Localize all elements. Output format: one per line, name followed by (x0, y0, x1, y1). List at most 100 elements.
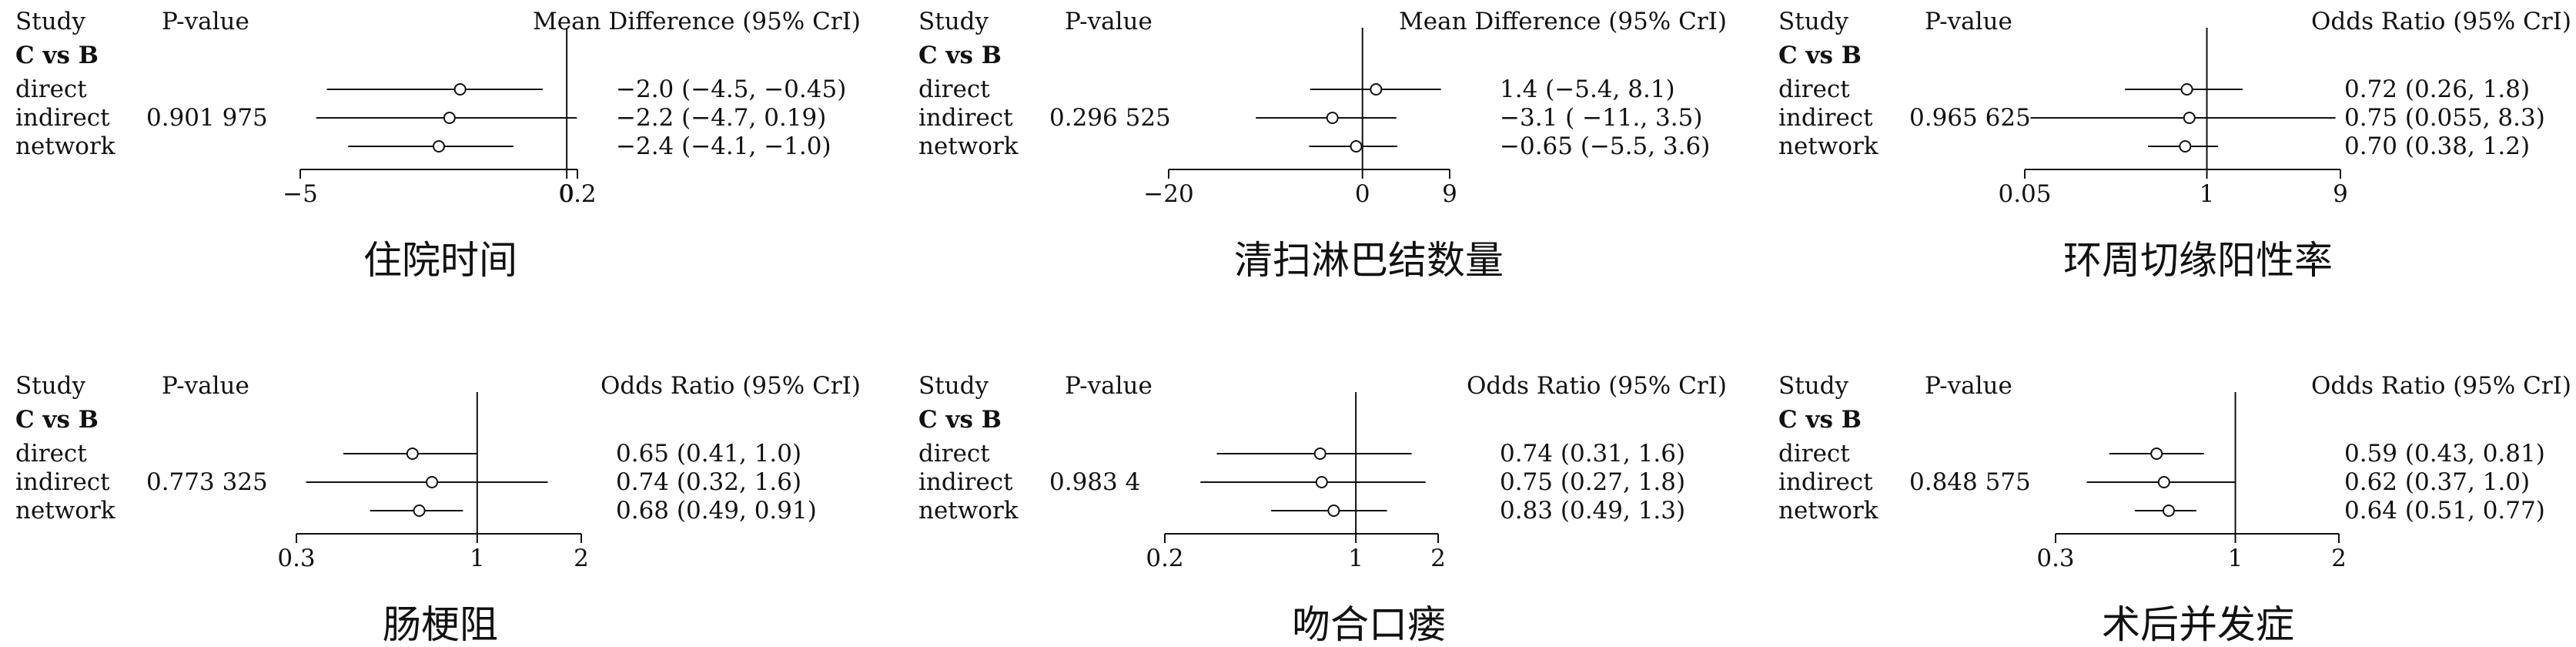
row-label-indirect: indirect (918, 468, 1013, 496)
point-estimate (2157, 476, 2170, 488)
point-estimate (1326, 112, 1339, 124)
forest-panel: Study P-value Odds Ratio (95% CrI) C vs B di… (15, 372, 861, 647)
x-tick-label: 0.2 (558, 180, 596, 208)
point-estimate (1370, 83, 1383, 96)
study-header: Study (15, 372, 86, 400)
row-label-direct: direct (15, 75, 87, 103)
point-estimate (1315, 476, 1328, 488)
comparison-label: C vs B (15, 42, 99, 69)
measure-header: Odds Ratio (95% CrI) (2311, 372, 2571, 400)
point-estimate (426, 476, 439, 488)
subplot-title: 术后并发症 (2102, 602, 2294, 647)
forest-panel: Study P-value Mean Difference (95% CrI) C v… (15, 8, 861, 283)
row-label-direct: direct (1778, 75, 1850, 103)
measure-header: Odds Ratio (95% CrI) (2311, 8, 2571, 35)
measure-header: Mean Difference (95% CrI) (533, 8, 861, 35)
ci-text: 0.68 (0.49, 0.91) (616, 497, 817, 525)
row-label-indirect: indirect (15, 468, 110, 496)
comparison-label: C vs B (15, 406, 99, 434)
point-estimate (2183, 112, 2196, 124)
comparison-label: C vs B (1778, 406, 1862, 434)
study-header: Study (1778, 8, 1849, 35)
ci-text: 0.83 (0.49, 1.3) (1500, 497, 1685, 525)
study-header: Study (15, 8, 86, 35)
point-estimate (413, 505, 426, 517)
x-tick-label: 0.2 (1146, 545, 1183, 572)
forest-panel: Study P-value Odds Ratio (95% CrI) C vs B di… (918, 372, 1727, 647)
pvalue-value: 0.901 975 (146, 104, 268, 132)
pvalue-header: P-value (1925, 8, 2012, 35)
point-estimate (433, 140, 445, 153)
x-tick-label: 0.05 (1998, 180, 2051, 208)
ci-text: −2.0 (−4.5, −0.45) (616, 75, 846, 103)
x-tick-label: 1 (1348, 545, 1363, 572)
ci-text: 0.62 (0.37, 1.0) (2344, 468, 2530, 496)
ci-text: 0.59 (0.43, 0.81) (2344, 440, 2545, 468)
x-tick-label: 2 (574, 545, 589, 572)
forest-panel: Study P-value Odds Ratio (95% CrI) C vs B di… (1778, 8, 2571, 283)
comparison-label: C vs B (918, 406, 1002, 434)
ci-text: −2.2 (−4.7, 0.19) (616, 104, 826, 132)
forest-panel: Study P-value Odds Ratio (95% CrI) C vs B di… (1778, 372, 2571, 647)
row-label-network: network (15, 132, 115, 160)
ci-text: 0.70 (0.38, 1.2) (2344, 132, 2530, 160)
ci-text: 0.64 (0.51, 0.77) (2344, 497, 2545, 525)
subplot-title: 环周切缘阳性率 (2063, 238, 2333, 283)
ci-text: −0.65 (−5.5, 3.6) (1500, 132, 1710, 160)
ci-text: −2.4 (−4.1, −1.0) (616, 132, 831, 160)
comparison-label: C vs B (918, 42, 1002, 69)
x-tick-label: 1 (470, 545, 485, 572)
ci-text: 0.72 (0.26, 1.8) (2344, 75, 2530, 103)
row-label-direct: direct (1778, 440, 1850, 468)
ci-text: −3.1 ( −11., 3.5) (1500, 104, 1702, 132)
pvalue-header: P-value (162, 8, 249, 35)
ci-text: 0.65 (0.41, 1.0) (616, 440, 801, 468)
row-label-indirect: indirect (918, 104, 1013, 132)
measure-header: Odds Ratio (95% CrI) (601, 372, 861, 400)
point-estimate (1327, 505, 1340, 517)
ci-text: 1.4 (−5.4, 8.1) (1500, 75, 1675, 103)
x-tick-label: 2 (1430, 545, 1446, 572)
pvalue-value: 0.983 4 (1049, 468, 1140, 496)
comparison-label: C vs B (1778, 42, 1862, 69)
subplot-title: 肠梗阻 (383, 602, 498, 647)
row-label-network: network (1778, 132, 1878, 160)
ci-text: 0.75 (0.27, 1.8) (1500, 468, 1685, 496)
point-estimate (1313, 448, 1326, 460)
x-tick-label: 1 (2228, 545, 2243, 572)
row-label-direct: direct (15, 440, 87, 468)
point-estimate (2180, 83, 2193, 96)
point-estimate (453, 83, 467, 96)
pvalue-header: P-value (162, 372, 249, 400)
pvalue-value: 0.296 525 (1049, 104, 1171, 132)
measure-header: Mean Difference (95% CrI) (1399, 8, 1727, 35)
x-tick-label: 0 (559, 180, 574, 208)
row-label-network: network (918, 132, 1019, 160)
row-label-direct: direct (918, 75, 990, 103)
forest-panel: Study P-value Mean Difference (95% CrI) C v… (918, 8, 1727, 283)
x-tick-label: −5 (283, 180, 318, 208)
ci-text: 0.74 (0.31, 1.6) (1500, 440, 1685, 468)
point-estimate (2162, 505, 2175, 517)
x-tick-label: 1 (2200, 180, 2215, 208)
pvalue-header: P-value (1065, 372, 1153, 400)
row-label-indirect: indirect (1778, 104, 1873, 132)
point-estimate (406, 448, 419, 460)
ci-text: 0.75 (0.055, 8.3) (2344, 104, 2545, 132)
row-label-network: network (918, 497, 1019, 525)
row-label-network: network (1778, 497, 1878, 525)
subplot-title: 吻合口瘘 (1292, 602, 1446, 647)
row-label-indirect: indirect (15, 104, 110, 132)
study-header: Study (918, 8, 989, 35)
study-header: Study (1778, 372, 1849, 400)
row-label-network: network (15, 497, 115, 525)
x-tick-label: 9 (1442, 180, 1457, 208)
study-header: Study (918, 372, 989, 400)
pvalue-header: P-value (1065, 8, 1153, 35)
subplot-title: 住院时间 (363, 238, 517, 283)
x-tick-label: 0.3 (2036, 545, 2074, 572)
pvalue-header: P-value (1925, 372, 2012, 400)
x-tick-label: −20 (1143, 180, 1193, 208)
point-estimate (2179, 140, 2192, 153)
